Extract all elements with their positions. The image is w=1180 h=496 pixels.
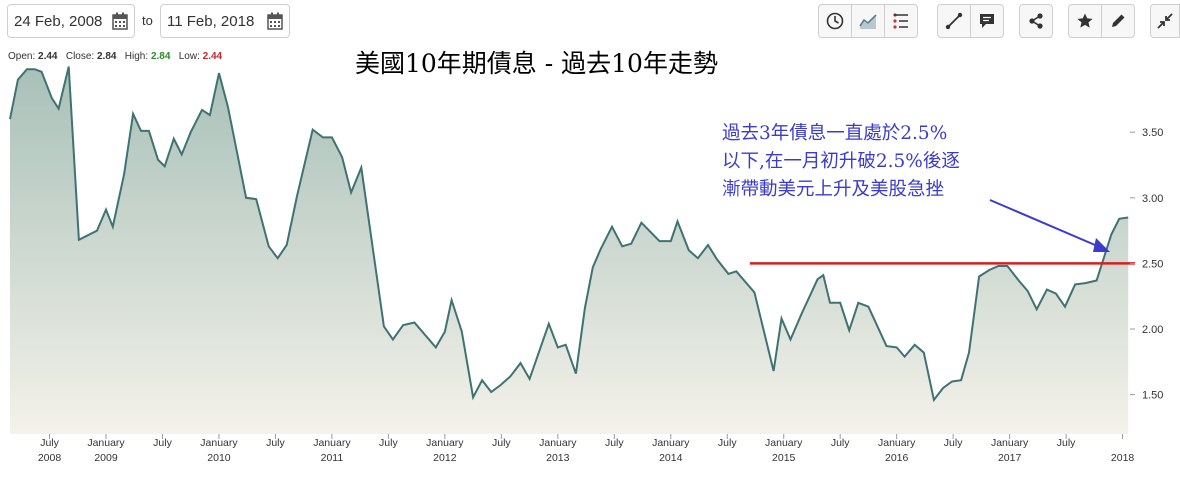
y-tick-label: 2.00 xyxy=(1142,324,1163,336)
x-tick-label: July xyxy=(1057,437,1076,449)
x-tick-label: January xyxy=(426,437,464,449)
annotation-arrow-head xyxy=(1093,238,1110,252)
x-tick-label: January xyxy=(539,437,577,449)
chart-title: 美國10年期債息 - 過去10年走勢 xyxy=(355,49,718,78)
x-tick-label: January xyxy=(878,437,916,449)
low-label: Low: xyxy=(178,51,200,62)
annotation-line: 以下,在一月初升破2.5%後逐 xyxy=(722,151,960,172)
open-value: 2.44 xyxy=(38,51,58,62)
x-tick-label: July xyxy=(492,437,511,449)
x-tick-year: 2018 xyxy=(1111,452,1135,464)
x-tick-year: 2017 xyxy=(998,452,1022,464)
low-value: 2.44 xyxy=(202,51,223,62)
yield-area xyxy=(10,66,1129,434)
open-label: Open: xyxy=(8,51,36,62)
x-tick-year: 2009 xyxy=(94,452,118,464)
x-tick-label: July xyxy=(153,437,172,449)
x-tick-year: 2012 xyxy=(433,452,457,464)
y-tick-label: 1.50 xyxy=(1142,390,1163,402)
y-tick-label: 3.50 xyxy=(1142,127,1163,139)
x-tick-label: January xyxy=(200,437,238,449)
comment-icon xyxy=(980,14,994,28)
x-tick-label: January xyxy=(765,437,803,449)
x-tick-year: 2013 xyxy=(546,452,570,464)
x-tick-label: January xyxy=(652,437,690,449)
share-icon xyxy=(1029,13,1043,29)
x-tick-label: July xyxy=(379,437,398,449)
chart-type-button[interactable] xyxy=(851,4,885,38)
high-label: High: xyxy=(124,51,149,62)
end-date-input[interactable]: 11 Feb, 2018 xyxy=(160,4,290,38)
line-chart-icon xyxy=(859,14,877,29)
yield-line xyxy=(9,66,1129,403)
x-tick-label: July xyxy=(605,437,624,449)
collapse-button[interactable] xyxy=(1150,4,1180,38)
clock-icon xyxy=(826,12,844,30)
x-tick-label: January xyxy=(87,437,125,449)
y-tick-label: 2.50 xyxy=(1142,258,1163,270)
x-tick-year: 2010 xyxy=(207,452,231,464)
x-tick-label: July xyxy=(831,437,850,449)
edit-button[interactable] xyxy=(1101,4,1135,38)
comment-button[interactable] xyxy=(970,4,1004,38)
indicators-button[interactable] xyxy=(884,4,918,38)
pencil-icon xyxy=(1112,14,1125,27)
x-tick-year: 2015 xyxy=(772,452,796,464)
calendar-icon[interactable] xyxy=(112,12,128,30)
chart-annotation: 過去3年債息一直處於2.5% 以下,在一月初升破2.5%後逐 漸帶動美元上升及美… xyxy=(722,120,960,204)
draw-line-icon xyxy=(945,12,963,30)
star-icon xyxy=(1077,13,1093,28)
annotation-arrow xyxy=(989,199,1103,249)
end-date-value: 11 Feb, 2018 xyxy=(167,12,255,30)
collapse-icon xyxy=(1157,13,1173,29)
start-date-input[interactable]: 24 Feb, 2008 xyxy=(7,4,135,38)
x-tick-label: January xyxy=(313,437,351,449)
close-label: Close: xyxy=(65,51,95,62)
x-tick-label: July xyxy=(40,437,59,449)
share-button[interactable] xyxy=(1019,4,1053,38)
close-value: 2.84 xyxy=(96,51,117,62)
x-tick-year: 2014 xyxy=(659,452,683,464)
favorite-button[interactable] xyxy=(1068,4,1102,38)
ohlc-stats: Open: 2.44 Close: 2.84 High: 2.84 Low: 2… xyxy=(8,51,222,62)
x-tick-label: July xyxy=(266,437,285,449)
x-tick-label: January xyxy=(991,437,1029,449)
x-tick-label: July xyxy=(718,437,737,449)
calendar-icon[interactable] xyxy=(267,12,283,30)
x-tick-label: July xyxy=(944,437,963,449)
high-value: 2.84 xyxy=(150,51,171,62)
x-tick-year: 2011 xyxy=(321,452,344,464)
annotation-line: 漸帶動美元上升及美股急挫 xyxy=(722,179,945,200)
date-range-separator: to xyxy=(142,13,153,28)
start-date-value: 24 Feb, 2008 xyxy=(14,12,103,30)
x-tick-year: 2008 xyxy=(38,452,62,464)
x-tick-year: 2016 xyxy=(885,452,909,464)
annotation-line: 過去3年債息一直處於2.5% xyxy=(722,123,948,144)
y-tick-label: 3.00 xyxy=(1142,193,1163,205)
indicators-icon xyxy=(893,13,908,29)
